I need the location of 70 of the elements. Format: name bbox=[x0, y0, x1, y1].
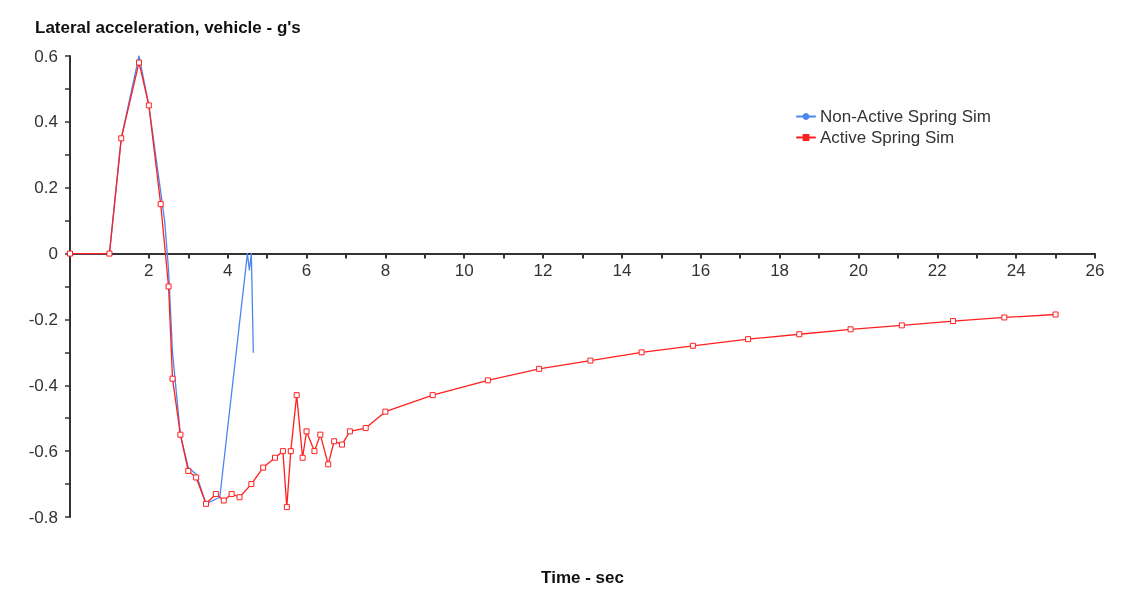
point bbox=[325, 461, 332, 468]
point bbox=[279, 448, 286, 455]
x-tick-label: 8 bbox=[380, 260, 391, 280]
point bbox=[299, 454, 306, 461]
point bbox=[169, 375, 176, 382]
point bbox=[177, 431, 184, 438]
point bbox=[317, 431, 324, 438]
legend-label: Non-Active Spring Sim bbox=[820, 107, 992, 126]
x-tick-label: 6 bbox=[301, 260, 312, 280]
point bbox=[203, 500, 210, 507]
y-tick-label: 0.6 bbox=[34, 46, 58, 66]
point bbox=[106, 250, 113, 257]
x-tick-label: 14 bbox=[612, 260, 632, 280]
x-tick-label: 26 bbox=[1085, 260, 1105, 280]
point bbox=[311, 448, 318, 455]
chart-title: Lateral acceleration, vehicle - g's bbox=[35, 18, 301, 37]
point bbox=[638, 349, 645, 356]
y-tick-label: 0.2 bbox=[34, 178, 58, 198]
point bbox=[157, 201, 164, 208]
point bbox=[287, 448, 294, 455]
point bbox=[248, 481, 255, 488]
point bbox=[745, 336, 752, 343]
point bbox=[1001, 314, 1008, 321]
point bbox=[587, 357, 594, 364]
point bbox=[283, 504, 290, 511]
point bbox=[212, 490, 219, 497]
point bbox=[382, 408, 389, 415]
x-tick-label: 12 bbox=[533, 260, 553, 280]
x-tick-label: 22 bbox=[927, 260, 947, 280]
y-tick-label: -0.6 bbox=[28, 441, 58, 461]
point bbox=[689, 342, 696, 349]
point bbox=[796, 331, 803, 338]
x-tick-label: 2 bbox=[144, 260, 154, 280]
point bbox=[362, 425, 369, 432]
point bbox=[346, 428, 353, 435]
legend-label: Active Spring Sim bbox=[820, 128, 955, 147]
point bbox=[339, 441, 346, 448]
point bbox=[228, 490, 235, 497]
point bbox=[220, 497, 227, 504]
x-tick-label: 20 bbox=[849, 260, 868, 280]
point bbox=[118, 135, 125, 142]
point bbox=[260, 464, 267, 471]
point bbox=[193, 474, 200, 481]
x-tick-label: 24 bbox=[1006, 260, 1026, 280]
y-tick-label: -0.4 bbox=[28, 375, 58, 395]
y-tick-label: 0 bbox=[48, 244, 58, 264]
x-tick-label: 16 bbox=[691, 260, 711, 280]
point bbox=[145, 102, 152, 109]
x-tick-label: 18 bbox=[770, 260, 790, 280]
point bbox=[236, 494, 243, 501]
point bbox=[484, 377, 491, 384]
y-tick-label: -0.8 bbox=[28, 507, 58, 527]
point bbox=[536, 365, 543, 372]
point bbox=[303, 428, 310, 435]
point bbox=[135, 59, 142, 66]
point bbox=[293, 392, 300, 399]
point bbox=[1052, 311, 1059, 318]
x-axis-title: Time - sec bbox=[541, 568, 624, 587]
y-tick-label: -0.2 bbox=[28, 309, 58, 329]
x-tick-label: 10 bbox=[454, 260, 474, 280]
point bbox=[272, 454, 278, 461]
point bbox=[331, 438, 338, 445]
y-tick-label: 0.4 bbox=[34, 112, 58, 132]
point bbox=[847, 326, 854, 333]
point bbox=[950, 318, 957, 325]
point bbox=[165, 283, 172, 290]
point bbox=[898, 322, 905, 329]
point bbox=[429, 392, 436, 399]
x-tick-label: 4 bbox=[222, 260, 233, 280]
point bbox=[185, 467, 192, 474]
